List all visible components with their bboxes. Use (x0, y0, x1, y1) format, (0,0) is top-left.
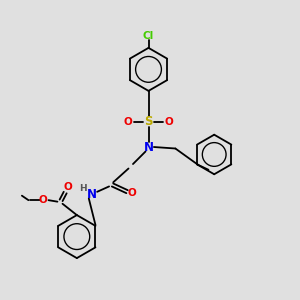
Text: S: S (144, 115, 153, 128)
Text: O: O (64, 182, 73, 192)
Text: O: O (124, 117, 132, 127)
Text: N: N (87, 188, 98, 201)
Text: O: O (128, 188, 136, 198)
Text: N: N (143, 140, 154, 154)
Text: O: O (165, 117, 173, 127)
Text: O: O (38, 195, 47, 205)
Text: H: H (80, 184, 87, 193)
Text: Cl: Cl (143, 31, 154, 41)
